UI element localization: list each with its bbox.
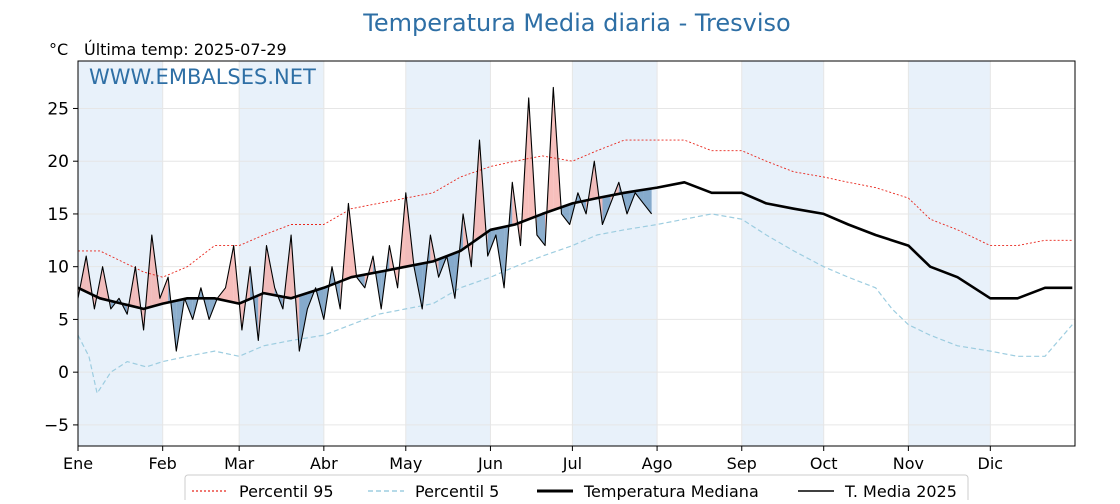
fill-below-median (577, 192, 587, 214)
plot-frame (77, 60, 1076, 447)
fill-below-median (643, 188, 652, 214)
series-line-dashed-lightblue (77, 213, 1073, 394)
y-tick-label: 0 (58, 363, 69, 383)
month-bands (78, 61, 991, 446)
legend-label: Temperatura Mediana (583, 482, 759, 500)
chart-title: Temperatura Media diaria - Tresviso (362, 9, 790, 37)
x-tick-label: Dic (978, 454, 1004, 473)
month-band (405, 61, 491, 446)
legend-box (184, 474, 969, 504)
fill-below-median (118, 298, 128, 315)
month-band (78, 61, 163, 446)
fill-above-median (610, 182, 619, 204)
series-line-thick-black (77, 181, 1073, 311)
fill-below-median (381, 245, 390, 309)
legend-label: Percentil 95 (239, 482, 334, 500)
fill-below-median (168, 277, 177, 352)
legend-label: T. Media 2025 (844, 482, 957, 500)
fill-above-median (512, 182, 521, 246)
y-tick-label: 15 (47, 205, 69, 225)
y-tick-label: 20 (47, 152, 69, 172)
x-tick-label: Sep (727, 454, 757, 473)
x-tick-label: Feb (149, 454, 177, 473)
legend-label: Percentil 5 (415, 482, 499, 500)
y-tick-label: 5 (58, 310, 69, 330)
series-line-thin-black (77, 86, 653, 352)
month-band (572, 61, 658, 446)
fill-above-median (225, 245, 234, 303)
fill-below-median (454, 213, 464, 299)
last-temp-label: Última temp: 2025-07-29 (84, 40, 287, 59)
unit-label: °C (49, 40, 68, 59)
fill-below-median (602, 195, 611, 225)
month-band (908, 61, 991, 446)
series-lines (77, 86, 1073, 394)
x-tick-label: Oct (810, 454, 838, 473)
x-tick-label: Nov (893, 454, 924, 473)
y-tick-label: 10 (47, 258, 69, 278)
x-tick-label: May (389, 454, 422, 473)
x-tick-label: Mar (224, 454, 255, 473)
fill-above-median (463, 213, 472, 267)
fill-above-median (159, 277, 169, 305)
grid-lines (77, 61, 1075, 446)
watermark: WWW.EMBALSES.NET (89, 65, 316, 89)
x-tick-label: Ene (63, 454, 93, 473)
month-band (741, 61, 824, 446)
x-tick-label: Abr (310, 454, 338, 473)
y-tick-label: −5 (44, 416, 69, 436)
legend: Percentil 95 Percentil 5 Temperatura Media… (184, 474, 969, 504)
fill-below-median (299, 293, 308, 352)
y-tick-label: 25 (47, 99, 69, 119)
fill-below-median (561, 204, 570, 225)
y-axis-ticks: −5 0 5 10 15 20 25 (44, 99, 78, 436)
x-tick-label: Jul (562, 454, 582, 473)
x-tick-label: Ago (642, 454, 673, 473)
x-axis-ticks: Ene Feb Mar Abr May Jun Jul Ago Sep Oct Nov Dic (63, 446, 1003, 473)
month-band (239, 61, 324, 446)
x-tick-label: Jun (477, 454, 503, 473)
